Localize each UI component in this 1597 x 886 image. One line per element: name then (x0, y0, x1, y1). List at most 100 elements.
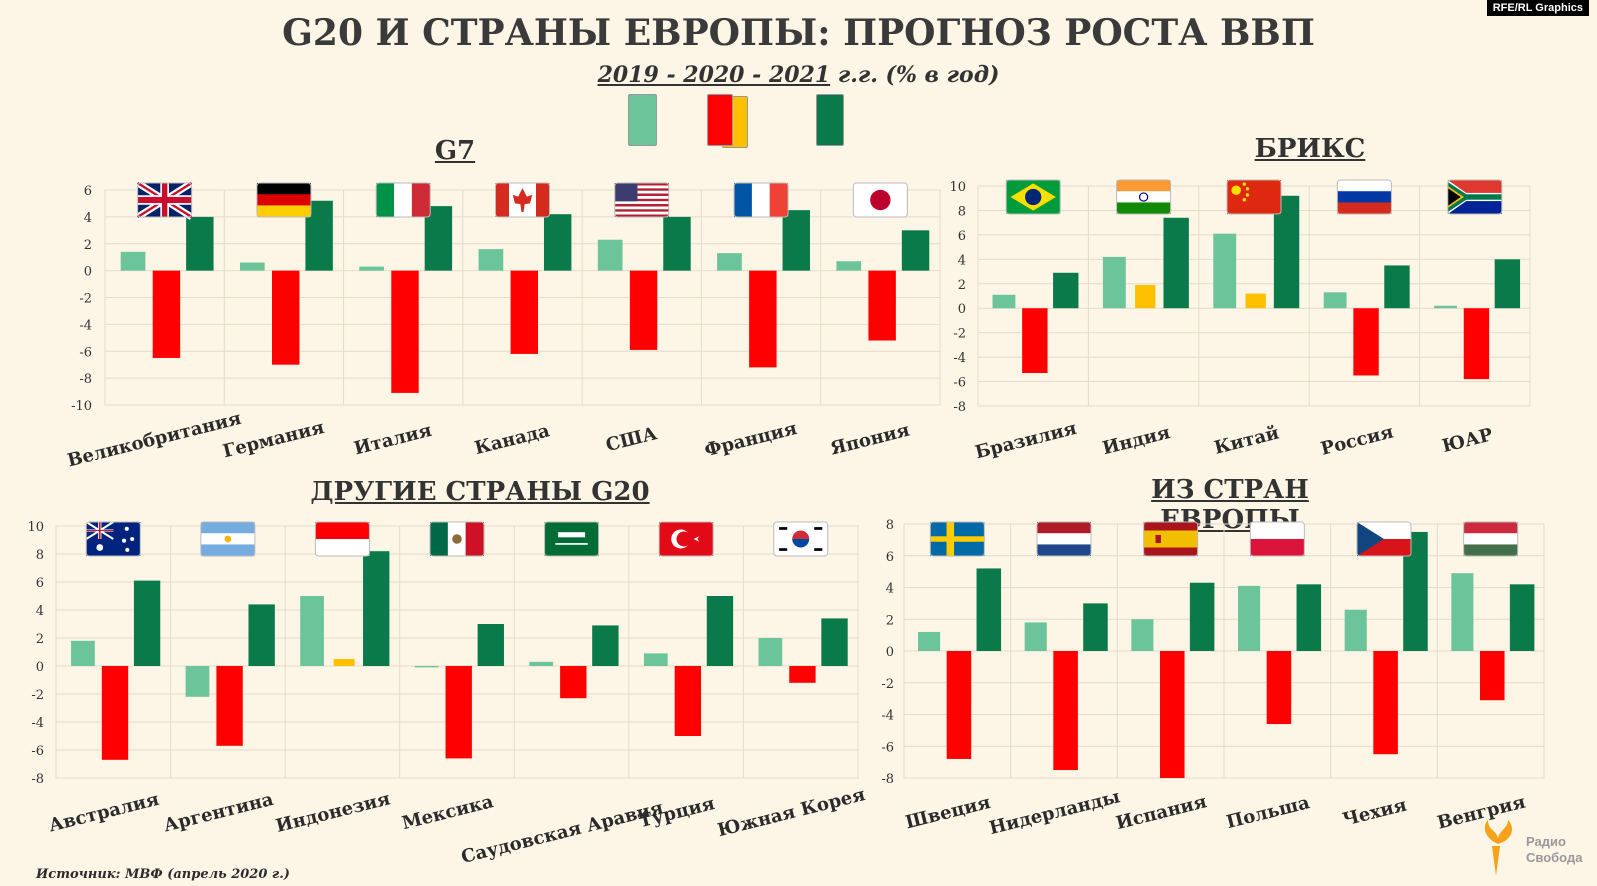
bar-2021 (1509, 584, 1535, 651)
logo-line-1: Радио (1526, 834, 1566, 849)
y-tick-label: 0 (886, 645, 894, 660)
flag-mx-icon (429, 521, 485, 557)
bar-2020 (445, 666, 472, 759)
flag-tr-icon (658, 521, 714, 557)
bar-2019 (1323, 292, 1347, 309)
bar-2020 (1135, 285, 1156, 309)
bar-2021 (1189, 582, 1215, 651)
bar-2020 (1373, 651, 1398, 755)
category-label: Чехия (1340, 795, 1408, 831)
flag-id-icon (314, 521, 370, 557)
bar-2019 (359, 266, 384, 271)
bar-2019 (300, 596, 324, 666)
bar-2021 (663, 216, 691, 271)
bar-2021 (1494, 259, 1521, 309)
bar-2019 (120, 251, 146, 271)
legend-swatch-2019 (628, 94, 657, 146)
y-tick-label: -6 (881, 740, 894, 755)
bar-2020 (674, 666, 702, 736)
category-label: Польша (1224, 792, 1312, 833)
bar-2019 (758, 638, 783, 666)
y-tick-label: -8 (31, 772, 44, 787)
y-tick-label: -8 (953, 400, 966, 415)
bar-2019 (643, 653, 668, 666)
y-tick-label: 6 (958, 229, 966, 244)
legend-swatch-2020-red (707, 94, 733, 146)
bar-2019 (1451, 573, 1474, 651)
bar-2019 (1024, 622, 1047, 651)
radio-svoboda-logo: Радио Свобода (1474, 818, 1584, 878)
bar-2020 (946, 651, 972, 759)
torch-icon (1484, 820, 1513, 876)
bar-2021 (821, 618, 848, 666)
bar-2019 (185, 666, 210, 697)
y-tick-label: 6 (84, 184, 92, 199)
section-title-other-g20: ДРУГИЕ СТРАНЫ G20 (310, 477, 650, 507)
bar-2019 (992, 294, 1016, 309)
flag-uk-icon (135, 180, 194, 220)
bar-2020 (629, 270, 658, 350)
flag-se-icon (929, 521, 985, 557)
y-tick-label: -4 (881, 709, 894, 724)
y-tick-label: 8 (36, 548, 44, 563)
flag-cz-icon (1356, 521, 1412, 557)
bar-2019 (71, 640, 95, 666)
bar-2020 (1353, 308, 1379, 376)
credit-badge: RFE/RL Graphics (1486, 0, 1589, 16)
bar-2020 (1266, 651, 1292, 725)
y-tick-label: -10 (71, 399, 92, 414)
y-tick-label: 0 (84, 265, 92, 280)
bar-2021 (1384, 265, 1410, 309)
y-tick-label: 8 (958, 204, 966, 219)
bar-2021 (477, 624, 504, 666)
y-tick-label: -8 (79, 372, 92, 387)
category-label: Швеция (903, 792, 992, 833)
bar-2019 (239, 262, 265, 271)
logo-line-2: Свобода (1526, 850, 1583, 865)
bar-2019 (1102, 256, 1126, 309)
bar-2021 (543, 214, 572, 271)
bar-2020 (1160, 651, 1185, 778)
subtitle-suffix: г.г. (% в год) (830, 62, 1000, 88)
bar-2019 (529, 661, 554, 666)
bar-2021 (186, 216, 214, 271)
bar-2020 (391, 270, 419, 393)
y-tick-label: 2 (36, 632, 44, 647)
flag-cn-icon (1226, 179, 1282, 215)
bar-2021 (1163, 217, 1189, 309)
bar-2019 (836, 261, 862, 271)
y-tick-label: 2 (886, 613, 894, 628)
logo-text: Радио Свобода (1526, 834, 1582, 866)
flag-hu-icon (1463, 521, 1519, 557)
source-note: Источник: МВФ (апрель 2020 г.) (36, 867, 290, 882)
bar-2020 (1480, 651, 1505, 701)
bar-2020 (789, 666, 816, 683)
bar-2019 (918, 631, 941, 651)
y-tick-label: 4 (84, 211, 92, 226)
y-tick-label: -6 (953, 376, 966, 391)
bar-2020 (510, 270, 539, 354)
y-tick-label: -2 (953, 327, 966, 342)
bar-2020 (560, 666, 587, 699)
category-label: Испания (1114, 791, 1209, 834)
flag-kr-icon (773, 521, 829, 557)
flag-ru-icon (1336, 179, 1392, 215)
flag-nl-icon (1036, 521, 1092, 557)
y-tick-label: 10 (949, 180, 966, 195)
y-tick-label: 4 (886, 582, 894, 597)
flag-it-icon (375, 182, 431, 218)
flag-au-icon (85, 521, 141, 557)
bar-2019 (414, 666, 439, 668)
y-tick-label: -6 (79, 345, 92, 360)
bar-2020 (749, 270, 777, 368)
flag-pl-icon (1249, 521, 1305, 557)
bar-2020 (1053, 651, 1078, 771)
flag-es-icon (1143, 521, 1199, 557)
bar-2020 (216, 666, 243, 746)
bar-2021 (901, 230, 930, 271)
flag-us-icon (614, 182, 670, 218)
bar-2020 (152, 270, 181, 358)
